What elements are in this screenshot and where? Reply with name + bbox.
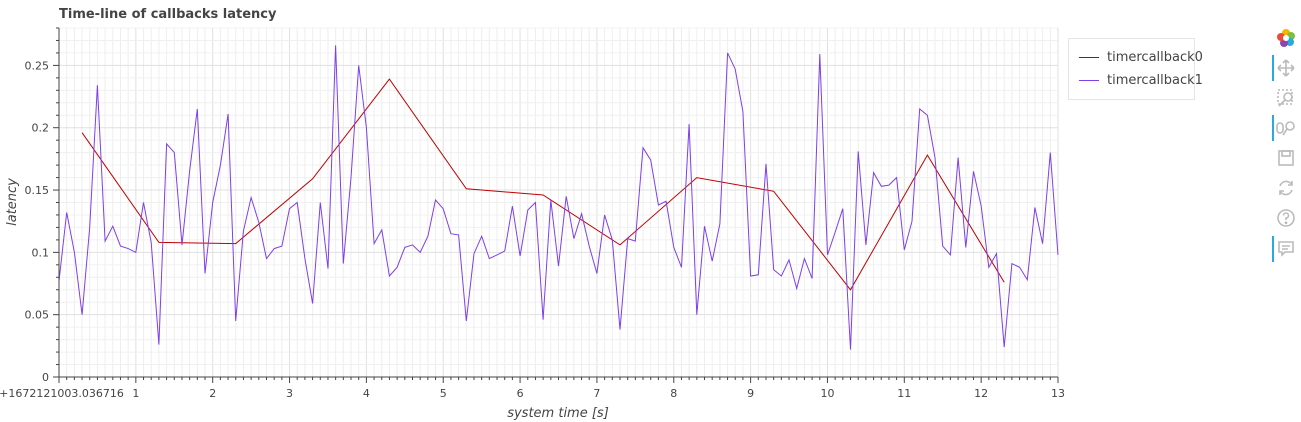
series-layer xyxy=(58,45,1059,350)
save-icon[interactable] xyxy=(1270,144,1301,172)
x-tick-label: 7 xyxy=(593,387,600,400)
grid xyxy=(58,27,1059,378)
x-tick-label: 8 xyxy=(670,387,677,400)
reset-icon[interactable] xyxy=(1270,174,1301,202)
hover-active-indicator xyxy=(1272,236,1274,262)
hover-icon[interactable] xyxy=(1270,235,1301,263)
x-tick-label: 0+1672121003.036716 xyxy=(0,387,124,400)
x-tick-label: 3 xyxy=(286,387,293,400)
x-axis-label: system time [s] xyxy=(507,406,609,421)
x-tick-label: 12 xyxy=(974,387,988,400)
series-line-timercallback0 xyxy=(81,78,1005,291)
legend-swatch-timercallback1 xyxy=(1079,79,1099,81)
help-icon[interactable] xyxy=(1270,204,1301,232)
chart-title: Time-line of callbacks latency xyxy=(59,7,277,22)
legend-label-timercallback1: timercallback1 xyxy=(1107,72,1203,88)
y-tick-label: 0.15 xyxy=(25,184,50,197)
pan-icon[interactable] xyxy=(1270,54,1301,82)
y-axis-label: latency xyxy=(5,178,20,226)
x-tick-label: 1 xyxy=(132,387,139,400)
legend-item-timercallback1[interactable]: timercallback1 xyxy=(1077,70,1203,90)
axes: 0+1672121003.036716 1 2 3 4 5 6 7 8 9 10 11 12 1300.0… xyxy=(0,27,1065,400)
x-tick-label: 4 xyxy=(363,387,370,400)
y-tick-label: 0 xyxy=(42,371,49,384)
legend-item-timercallback0[interactable]: timercallback0 xyxy=(1077,47,1203,67)
pan-active-indicator xyxy=(1272,55,1274,81)
legend[interactable]: timercallback0 timercallback1 xyxy=(1068,38,1203,100)
y-tick-label: 0.1 xyxy=(32,246,50,259)
x-tick-label: 5 xyxy=(440,387,447,400)
bokeh-logo-icon[interactable] xyxy=(1270,24,1301,52)
x-tick-label: 6 xyxy=(517,387,524,400)
legend-swatch-timercallback0 xyxy=(1079,56,1099,58)
x-tick-label: 10 xyxy=(820,387,834,400)
x-tick-label: 13 xyxy=(1051,387,1065,400)
legend-label-timercallback0: timercallback0 xyxy=(1107,49,1203,65)
y-tick-label: 0.2 xyxy=(32,122,50,135)
wheel-zoom-icon[interactable] xyxy=(1270,114,1301,142)
series-line-timercallback1 xyxy=(58,45,1059,350)
x-tick-label: 2 xyxy=(209,387,216,400)
x-tick-label: 11 xyxy=(897,387,911,400)
box-zoom-icon[interactable] xyxy=(1270,84,1301,112)
y-tick-label: 0.25 xyxy=(25,59,50,72)
y-tick-label: 0.05 xyxy=(25,309,50,322)
wheel-zoom-active-indicator xyxy=(1272,115,1274,141)
x-tick-label: 9 xyxy=(747,387,754,400)
